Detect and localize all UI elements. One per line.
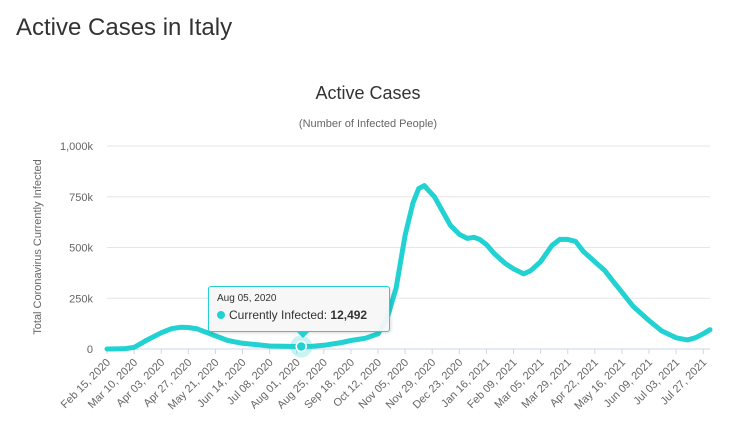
y-axis-title: Total Coronavirus Currently Infected — [32, 159, 44, 334]
highlight-point[interactable] — [295, 340, 307, 353]
grid-lines — [107, 145, 710, 350]
tooltip-row: Currently Infected: 12,492 — [217, 308, 381, 322]
y-tick-label: 500k — [69, 243, 93, 255]
series-dot-icon — [217, 311, 225, 319]
tooltip-value: 12,492 — [330, 308, 368, 322]
chart-subtitle: (Number of Infected People) — [299, 118, 437, 130]
y-axis-ticks: 0 250k 500k 750k 1,000k — [60, 141, 94, 356]
y-tick-label: 750k — [69, 192, 93, 204]
series-line-currently-infected — [104, 183, 713, 352]
y-tick-label: 250k — [69, 293, 93, 305]
tooltip-date: Aug 05, 2020 — [217, 293, 277, 304]
y-tick-label: 0 — [87, 344, 93, 356]
page-title: Active Cases in Italy — [16, 14, 233, 41]
chart-title: Active Cases — [315, 83, 420, 103]
y-tick-label: 1,000k — [60, 141, 94, 153]
tooltip-series-label: Currently Infected — [229, 308, 324, 322]
tooltip-caret — [296, 331, 310, 338]
data-tooltip: Aug 05, 2020 Currently Infected: 12,492 — [208, 286, 390, 338]
